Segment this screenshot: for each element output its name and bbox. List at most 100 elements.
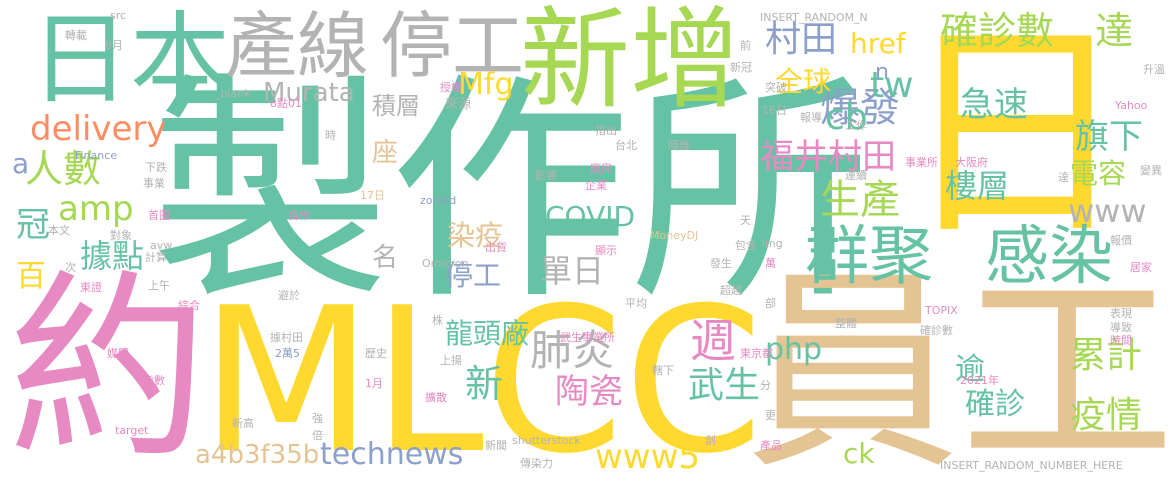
- word-quanqiu: 全球: [775, 65, 832, 98]
- word-src: src: [110, 9, 127, 22]
- word-qixia: 旗下: [1075, 117, 1143, 157]
- word-wusheng: 武生: [688, 365, 761, 406]
- word-judian: 據點: [80, 237, 145, 275]
- word-shangwu: 上午: [148, 279, 170, 292]
- word-da: 達: [1095, 9, 1134, 53]
- word-1yue: 1月: [365, 377, 383, 390]
- word-riben: 日本: [30, 1, 230, 118]
- word-chanxian: 產線: [225, 4, 370, 88]
- word-baojia: 報價: [1110, 234, 1132, 247]
- word-xiadie: 下跌: [145, 161, 167, 174]
- word-wan: 萬: [765, 257, 776, 270]
- word-zhishu: 指數: [143, 374, 165, 387]
- word-shoutu: 首圖: [148, 209, 170, 222]
- word-renshu: 人數: [25, 147, 102, 191]
- word-qiye: 企業: [585, 179, 607, 192]
- word-zhichu: 指出: [595, 124, 617, 137]
- word-tinggong-small: 停工: [445, 259, 502, 292]
- word-zhu: 株: [432, 314, 443, 327]
- word-yahoo: Yahoo: [1115, 99, 1148, 112]
- word-xinguan: 新冠: [730, 61, 752, 74]
- word-a: a: [12, 147, 30, 180]
- word-moneydj: MoneyDJ: [650, 229, 699, 242]
- word-ck: ck: [843, 437, 875, 470]
- word-zhengti: 整體: [835, 317, 857, 330]
- word-tian: 天: [740, 214, 751, 227]
- word-covid: COVID: [545, 200, 636, 233]
- word-jiceng: 積層: [372, 92, 420, 120]
- word-omicron: Omicron: [422, 257, 469, 270]
- word-zhizuosuo: 製作所: [150, 52, 871, 332]
- word-yu: 逾: [955, 352, 985, 387]
- word-insert-random-n: INSERT_RANDOM_N: [760, 11, 868, 24]
- word-qiang: 強: [312, 412, 323, 425]
- word-taoci: 陶瓷: [555, 372, 623, 412]
- word-shijian: 時間: [1110, 334, 1132, 347]
- word-quezhen: 確診: [965, 387, 1025, 422]
- word-chaoyue: 超越: [720, 284, 742, 297]
- word-wusheng-shiyesuo: 武生事業所: [560, 331, 615, 344]
- word-www5: www5: [595, 437, 701, 477]
- word-laiyuan: 來源: [445, 97, 472, 112]
- word-dabanfu: 大阪府: [955, 156, 988, 169]
- word-lishi: 歷史: [365, 347, 387, 360]
- word-mlcc: MLCC: [200, 265, 764, 482]
- word-xinzeng: 新增: [520, 0, 740, 124]
- word-bianyi: 變異: [1140, 164, 1162, 177]
- word-geli: 隔離: [668, 139, 690, 152]
- word-shouquan: 授權: [440, 81, 462, 94]
- word-cuntian: 村田: [765, 19, 838, 60]
- word-jisuan: 計算: [145, 251, 167, 264]
- word-chuang: 創: [705, 434, 716, 447]
- word-zonghe: 綜合: [178, 299, 200, 312]
- word-xinwen: 新聞: [485, 439, 507, 452]
- word-a4b3f35b: a4b3f35b: [195, 440, 320, 470]
- word-changfang: 廠房: [590, 162, 612, 175]
- word-topix: TOPIX: [925, 304, 958, 317]
- word-da-small: 達: [1058, 171, 1069, 184]
- word-xianshi: 顯示: [595, 244, 617, 257]
- word-geng: 更: [765, 409, 776, 422]
- word-kuosan: 擴散: [425, 391, 447, 404]
- word-delivery: delivery: [30, 109, 167, 149]
- word-amp: amp: [58, 189, 134, 229]
- word-bu: 部: [765, 297, 776, 310]
- word-chanpin: 產品: [760, 439, 782, 452]
- word-ming: 名: [372, 243, 399, 273]
- word-blank: _blank: [215, 87, 251, 100]
- word-daozhi: 導致: [1110, 321, 1132, 334]
- word-img: img: [762, 237, 783, 250]
- word-yiqing: 疫情: [1070, 395, 1143, 436]
- word-php: php: [765, 332, 823, 367]
- word-baodao: 報導: [800, 111, 822, 124]
- word-n: n: [875, 60, 889, 85]
- word-dianrong: 電容: [1070, 157, 1127, 190]
- word-target: target: [115, 424, 149, 437]
- word-shi: 時: [325, 129, 336, 142]
- word-ri: 日: [900, 1, 1131, 268]
- word-bei: 倍: [312, 429, 323, 442]
- word-jucuntian: 據村田: [270, 331, 303, 344]
- word-biaoxian: 表現: [1110, 307, 1132, 320]
- word-shangyang: 上揚: [440, 354, 462, 367]
- word-zoneid: zoneid: [420, 194, 457, 207]
- word-quezhenshu: 確診數: [940, 9, 1055, 53]
- word-baohan: 包含: [735, 239, 757, 252]
- word-fen: 分: [760, 379, 771, 392]
- word-taibei: 台北: [615, 139, 637, 152]
- word-shiyesuo: 事業所: [905, 156, 938, 169]
- word-qian: 前: [740, 39, 751, 52]
- word-ganran: 感染: [985, 220, 1113, 294]
- word-chuanranli: 傳染力: [520, 457, 553, 470]
- word-duixiang: 對象: [110, 229, 132, 242]
- word-lianxu: 連續: [845, 169, 867, 182]
- word-jisu: 急速: [960, 85, 1028, 125]
- word-shengwen: 升溫: [1143, 63, 1165, 76]
- word-8yue: 8月: [105, 39, 123, 52]
- word-leiji: 累計: [1070, 335, 1143, 376]
- word-xiaxia: 轄下: [652, 364, 674, 377]
- word-fasheng: 發生: [710, 257, 732, 270]
- word-danri: 單日: [540, 252, 605, 290]
- word-dongzheng: 東證: [80, 281, 102, 294]
